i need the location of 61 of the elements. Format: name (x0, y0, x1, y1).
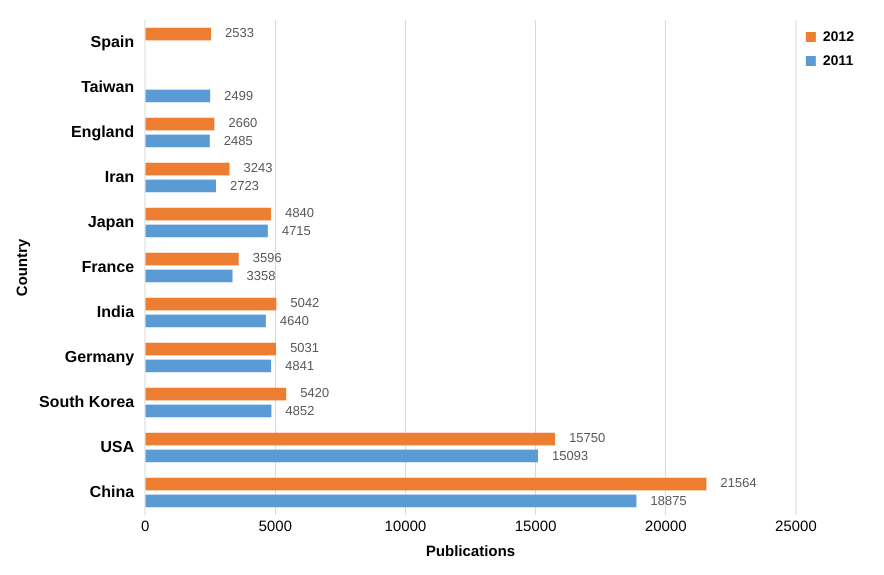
data-label: 4840 (285, 205, 314, 220)
data-label: 5420 (300, 385, 330, 400)
data-label: 3358 (246, 268, 276, 284)
legend-label: 2011 (822, 52, 854, 68)
bar (146, 388, 286, 400)
y-tick-label: India (96, 304, 134, 321)
data-label: 21564 (720, 475, 757, 490)
bar (146, 450, 538, 462)
x-tick-label: 20000 (644, 518, 687, 536)
bar (146, 298, 276, 310)
y-tick-label: England (71, 124, 134, 141)
x-tick-label: 15000 (514, 518, 556, 536)
y-tick-label: China (90, 484, 134, 501)
bar (146, 134, 210, 148)
data-label: 3243 (244, 160, 272, 176)
bar (146, 90, 210, 102)
data-label: 5042 (290, 295, 320, 310)
x-tick-label: 25000 (774, 518, 817, 536)
bar (146, 314, 266, 328)
bar (146, 360, 272, 372)
y-tick-label: USA (100, 438, 135, 456)
data-label: 3596 (252, 250, 282, 266)
bar (146, 494, 636, 508)
legend-label: 2012 (822, 28, 854, 44)
data-label: 15093 (552, 448, 588, 464)
bar (146, 270, 233, 282)
data-label: 4852 (285, 403, 314, 418)
bar (146, 208, 272, 220)
data-label: 2499 (224, 88, 254, 104)
bar (146, 342, 276, 356)
y-tick-label: South Korea (38, 394, 134, 411)
data-label: 4640 (280, 313, 309, 328)
y-tick-label: Iran (104, 168, 134, 186)
data-label: 4841 (285, 358, 314, 374)
y-tick-label: Spain (90, 34, 134, 51)
data-label: 18875 (650, 493, 687, 508)
y-tick-label: Taiwan (81, 78, 134, 96)
x-axis-title: Publications (426, 543, 516, 560)
data-label: 5031 (290, 340, 319, 356)
data-label: 2723 (230, 178, 259, 194)
y-tick-label: Japan (88, 214, 134, 231)
bar (146, 162, 230, 176)
y-tick-label: France (82, 258, 134, 276)
bar (146, 432, 556, 446)
data-label: 15750 (569, 430, 606, 446)
bar (146, 118, 214, 130)
bar (146, 180, 216, 192)
data-label: 2660 (228, 115, 258, 130)
bar (146, 252, 239, 266)
y-axis-title: Country (14, 238, 32, 296)
bar (146, 404, 272, 418)
x-tick-label: 10000 (384, 518, 426, 536)
x-tick-label: 5000 (258, 518, 292, 536)
bar (146, 28, 212, 40)
data-label: 2485 (224, 133, 253, 148)
bar (146, 478, 706, 490)
data-label: 2533 (225, 25, 254, 40)
y-tick-label: Germany (64, 348, 134, 366)
bar (146, 224, 268, 238)
x-tick-label: 0 (140, 518, 150, 536)
data-label: 4715 (282, 223, 311, 238)
